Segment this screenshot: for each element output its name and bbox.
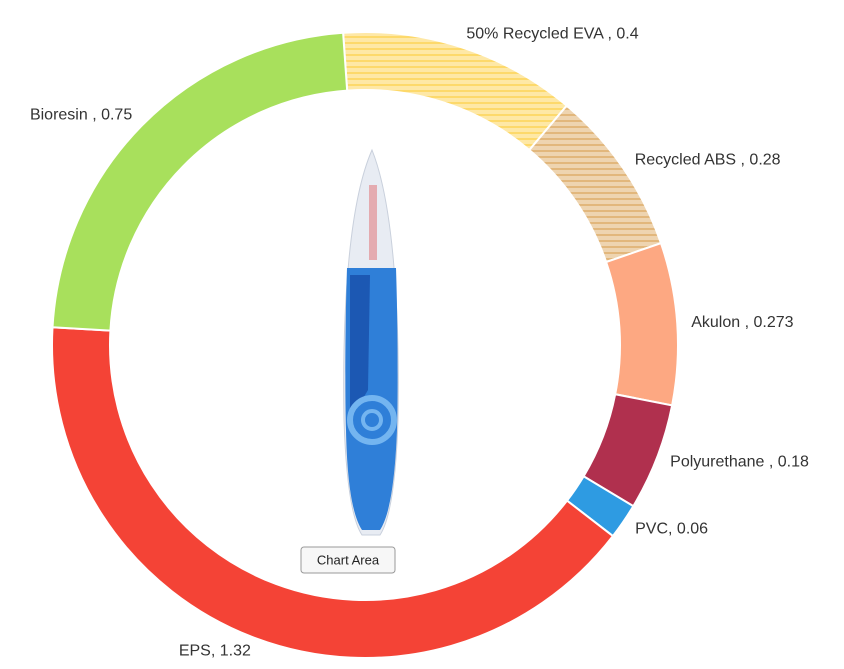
donut-slice bbox=[52, 327, 613, 658]
chart: Chart Area 50% Recycled EVA , 0.4 Recycle… bbox=[0, 0, 844, 669]
paddleboard-image bbox=[344, 150, 399, 535]
slice-label: PVC, 0.06 bbox=[635, 520, 708, 537]
tooltip: Chart Area bbox=[317, 552, 380, 567]
slice-label: Bioresin , 0.75 bbox=[30, 107, 132, 124]
slice-label: Polyurethane , 0.18 bbox=[670, 454, 809, 471]
slice-label: Akulon , 0.273 bbox=[691, 314, 793, 331]
slice-label: 50% Recycled EVA , 0.4 bbox=[466, 25, 638, 42]
slice-label: EPS, 1.32 bbox=[179, 643, 251, 660]
donut-slice bbox=[343, 32, 567, 150]
slice-label: Recycled ABS , 0.28 bbox=[635, 151, 781, 168]
donut-slice bbox=[53, 33, 348, 331]
donut-slice bbox=[606, 243, 678, 405]
donut-slice bbox=[529, 106, 661, 262]
